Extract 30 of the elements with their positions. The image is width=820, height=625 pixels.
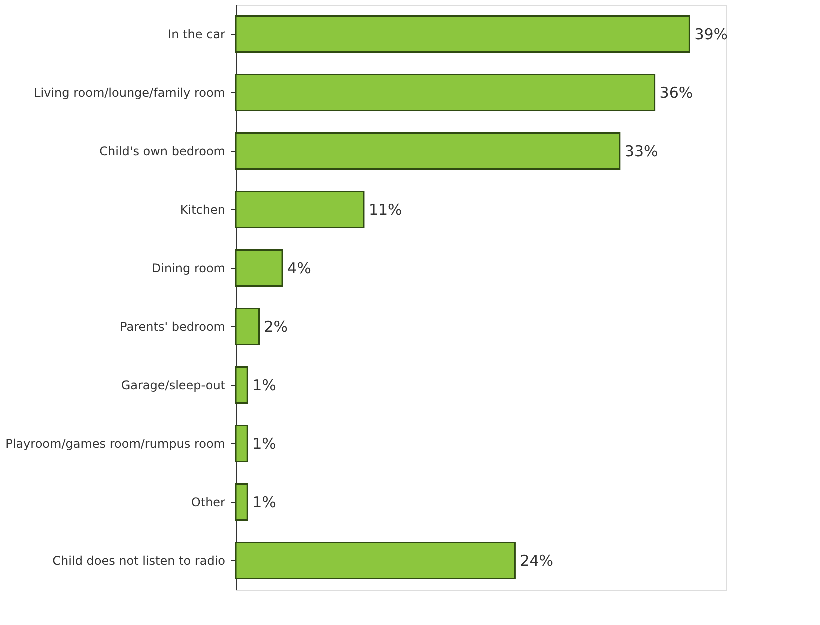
y-tick-label: Kitchen <box>180 202 226 217</box>
bar <box>235 542 516 580</box>
y-tick-label: Other <box>191 495 226 510</box>
data-label: 4% <box>288 259 312 278</box>
data-label: 11% <box>368 200 402 219</box>
bar <box>235 308 260 346</box>
y-tick-label: In the car <box>168 27 226 42</box>
data-label: 39% <box>694 25 728 44</box>
bar <box>235 484 248 521</box>
y-tick-label: Child does not listen to radio <box>52 554 226 568</box>
bar <box>235 191 365 228</box>
y-tick-label: Parents' bedroom <box>120 320 226 334</box>
y-tick-label: Playroom/games room/rumpus room <box>6 436 226 451</box>
bar <box>235 132 621 170</box>
data-label: 2% <box>264 318 288 336</box>
data-label: 33% <box>624 142 658 160</box>
bar <box>235 16 690 53</box>
bar <box>235 366 248 404</box>
data-label: 1% <box>252 376 276 394</box>
bar <box>235 74 656 112</box>
data-label: 36% <box>660 84 694 102</box>
bar <box>235 250 284 287</box>
y-tick-label: Living room/lounge/family room <box>34 86 226 100</box>
data-label: 24% <box>520 552 554 570</box>
y-tick-label: Dining room <box>152 261 226 276</box>
y-tick-label: Garage/sleep-out <box>121 378 226 392</box>
y-tick-label: Child's own bedroom <box>100 144 226 158</box>
data-label: 1% <box>252 493 276 512</box>
data-label: 1% <box>252 434 276 453</box>
bar <box>235 425 248 462</box>
